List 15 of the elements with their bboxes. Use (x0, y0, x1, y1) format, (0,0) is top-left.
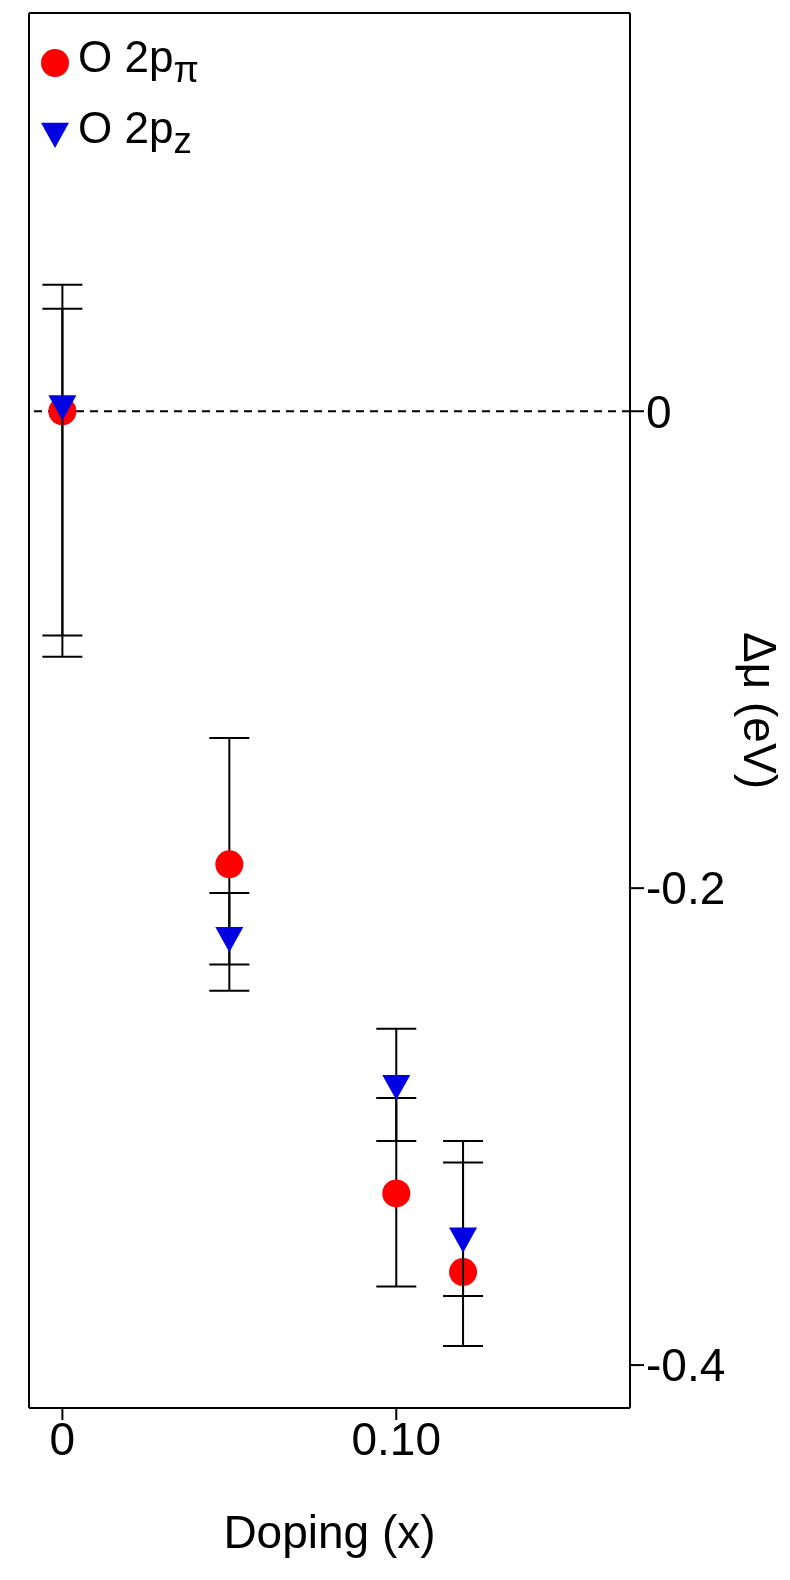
point (382, 1179, 411, 1208)
point (215, 927, 244, 953)
x-tick-label: 0.10 (351, 1412, 442, 1465)
legend-label: O 2p$_{z}$ (78, 101, 192, 163)
point (449, 1227, 478, 1253)
x-axis-title: Doping (x) (223, 1506, 436, 1558)
point (382, 1074, 411, 1101)
y-tick-label: 0 (646, 385, 672, 438)
legend-label: O 2p$_{π}$ (78, 31, 199, 92)
y-axis-title: Δμ (eV) (733, 632, 786, 789)
point (215, 850, 244, 879)
point (48, 395, 77, 421)
point (449, 1258, 478, 1287)
y-tick-label: -0.2 (646, 862, 726, 915)
y-tick-label: -0.4 (646, 1339, 726, 1392)
